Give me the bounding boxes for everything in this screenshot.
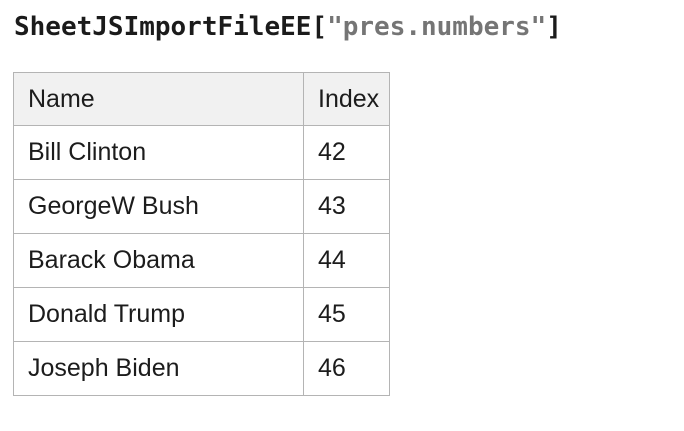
presidents-table: Name Index Bill Clinton 42 GeorgeW Bush … <box>13 72 390 396</box>
table-row: Joseph Biden 46 <box>13 341 390 396</box>
index-cell: 45 <box>303 287 390 342</box>
index-cell: 42 <box>303 125 390 180</box>
name-cell: Barack Obama <box>13 233 304 288</box>
name-cell: Bill Clinton <box>13 125 304 180</box>
table-row: Barack Obama 44 <box>13 233 390 288</box>
name-cell: GeorgeW Bush <box>13 179 304 234</box>
column-header-index: Index <box>303 72 390 126</box>
code-title-prefix: SheetJSImportFileEE[ <box>14 12 328 42</box>
column-header-name: Name <box>13 72 304 126</box>
name-cell: Donald Trump <box>13 287 304 342</box>
name-cell: Joseph Biden <box>13 341 304 396</box>
code-title-string-argument: "pres.numbers" <box>327 12 547 42</box>
header-row: Name Index <box>13 72 390 126</box>
index-cell: 46 <box>303 341 390 396</box>
table-row: GeorgeW Bush 43 <box>13 179 390 234</box>
code-title-suffix: ] <box>546 12 562 42</box>
code-title: SheetJSImportFileEE["pres.numbers"] <box>14 11 684 43</box>
index-cell: 43 <box>303 179 390 234</box>
index-cell: 44 <box>303 233 390 288</box>
table-row: Donald Trump 45 <box>13 287 390 342</box>
table-row: Bill Clinton 42 <box>13 125 390 180</box>
